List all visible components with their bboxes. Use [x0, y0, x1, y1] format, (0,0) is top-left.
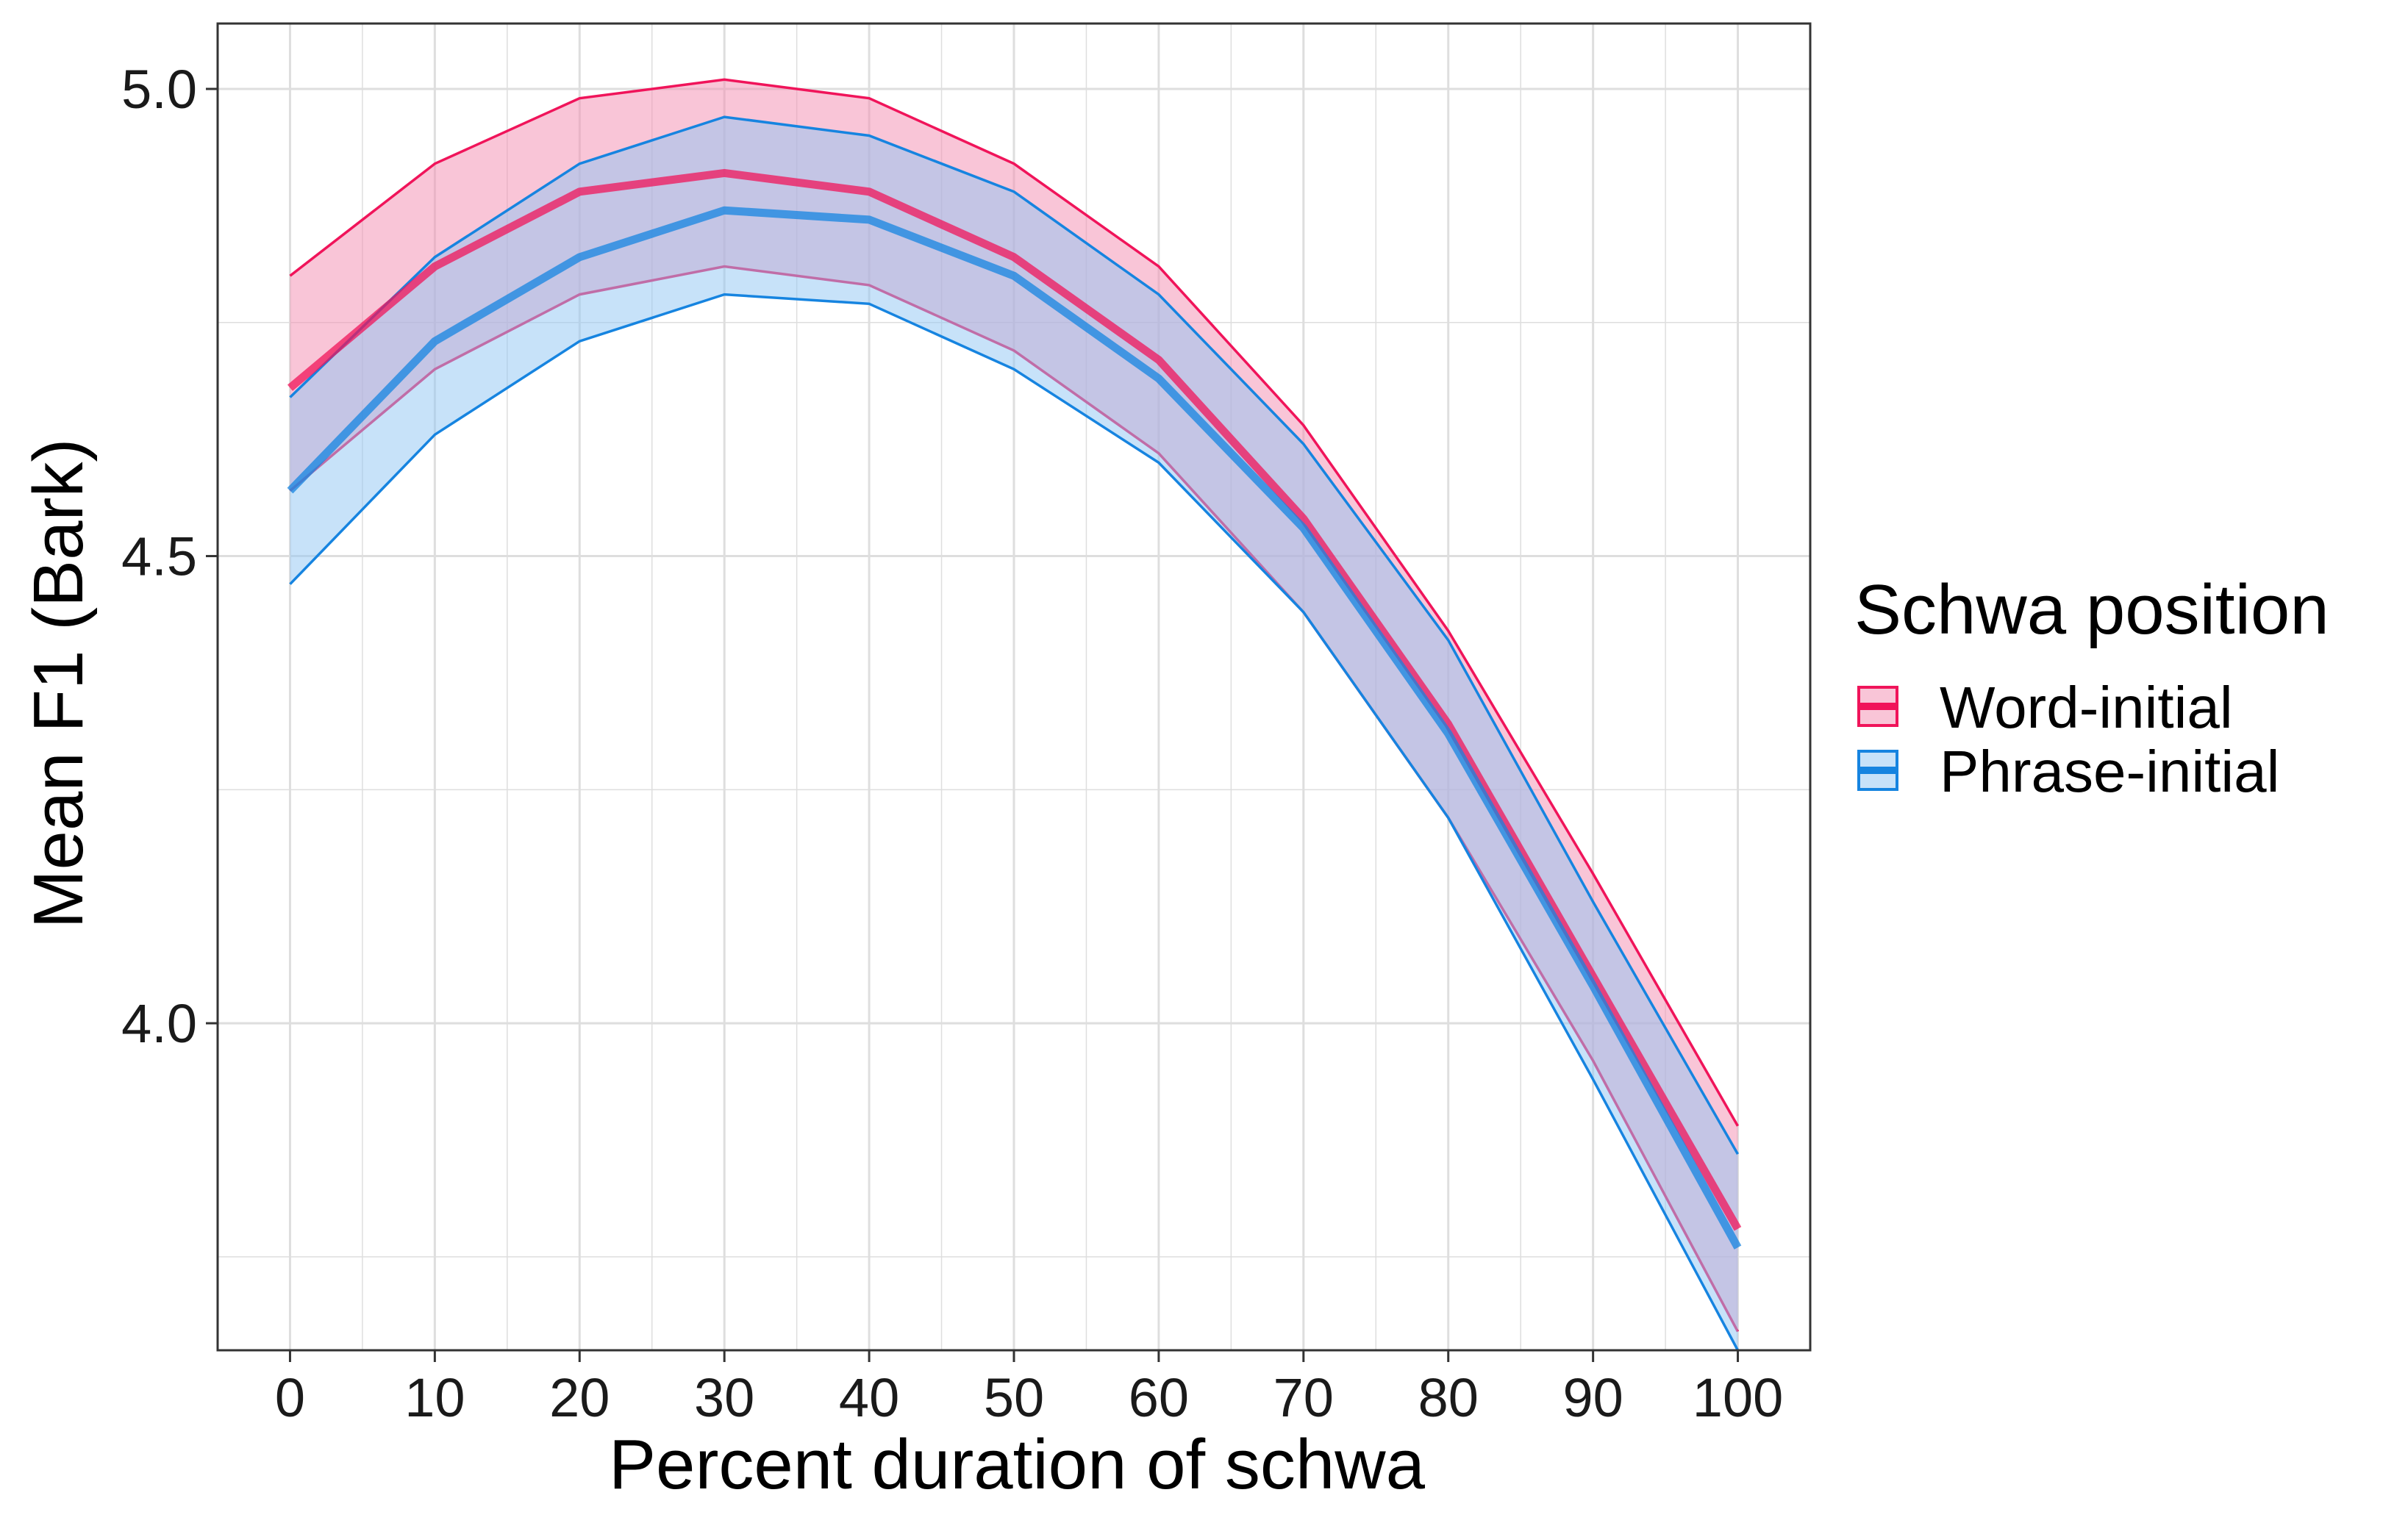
x-tick-label: 80 — [1418, 1367, 1479, 1428]
x-tick-label: 10 — [404, 1367, 465, 1428]
ribbon-upper-edge-phrase-initial — [289, 115, 1740, 1155]
ribbon-lower-edge-phrase-initial — [289, 293, 1740, 1351]
legend-title: Schwa position — [1854, 570, 2329, 649]
x-tick-label: 30 — [694, 1367, 754, 1428]
legend-item-phrase-initial: Phrase-initial — [1857, 739, 2279, 804]
y-tick-label: 4.0 — [121, 993, 197, 1054]
legend-label-phrase-initial: Phrase-initial — [1940, 739, 2279, 804]
x-tick-label: 20 — [549, 1367, 610, 1428]
x-tick-label: 70 — [1273, 1367, 1334, 1428]
ribbon-upper-edge-word-initial — [289, 78, 1740, 1127]
y-tick-label: 5.0 — [121, 59, 197, 120]
x-tick-label: 60 — [1129, 1367, 1189, 1428]
plot-panel — [216, 22, 1812, 1352]
y-axis: 4.0 4.5 5.0 — [121, 59, 218, 1054]
x-tick-label: 50 — [984, 1367, 1044, 1428]
legend-label-word-initial: Word-initial — [1940, 675, 2233, 740]
x-tick-label: 90 — [1562, 1367, 1623, 1428]
x-tick-label: 100 — [1693, 1367, 1783, 1428]
legend: Schwa position Word-initial Phrase-initi… — [1854, 570, 2329, 804]
x-axis-title: Percent duration of schwa — [609, 1425, 1426, 1504]
legend-item-word-initial: Word-initial — [1857, 675, 2233, 740]
y-axis-title: Mean F1 (Bark) — [19, 439, 98, 929]
x-axis: 0 10 20 30 40 50 60 70 80 90 100 — [275, 1350, 1783, 1428]
x-tick-label: 0 — [275, 1367, 305, 1428]
y-tick-label: 4.5 — [121, 526, 197, 587]
series-lines — [287, 168, 1742, 1250]
x-tick-label: 40 — [839, 1367, 899, 1428]
